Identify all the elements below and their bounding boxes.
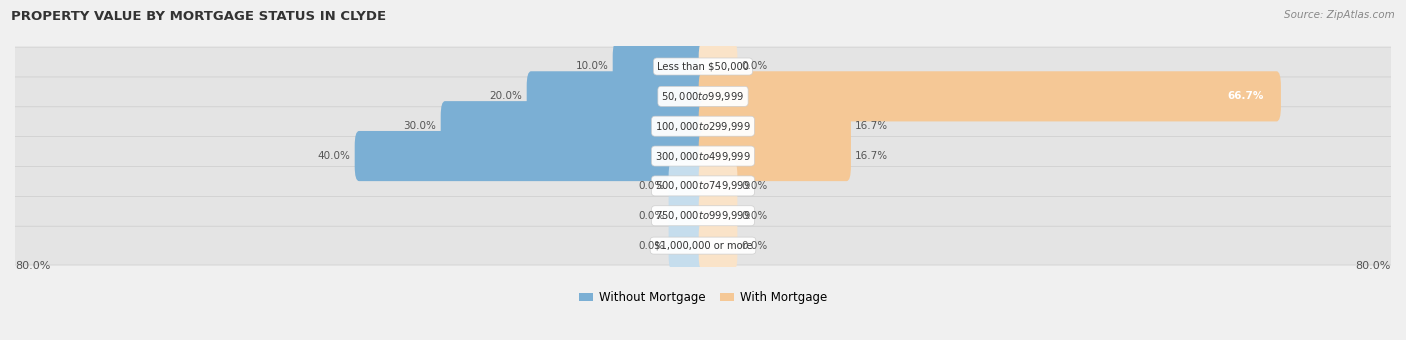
Legend: Without Mortgage, With Mortgage: Without Mortgage, With Mortgage bbox=[574, 287, 832, 309]
Text: 40.0%: 40.0% bbox=[318, 151, 350, 161]
Text: $500,000 to $749,999: $500,000 to $749,999 bbox=[655, 180, 751, 192]
Text: Less than $50,000: Less than $50,000 bbox=[657, 62, 749, 71]
FancyBboxPatch shape bbox=[669, 221, 707, 271]
Text: 0.0%: 0.0% bbox=[638, 211, 664, 221]
FancyBboxPatch shape bbox=[10, 197, 1396, 235]
FancyBboxPatch shape bbox=[699, 131, 851, 181]
Text: 66.7%: 66.7% bbox=[1227, 91, 1264, 101]
Text: $1,000,000 or more: $1,000,000 or more bbox=[654, 241, 752, 251]
Text: 0.0%: 0.0% bbox=[638, 181, 664, 191]
FancyBboxPatch shape bbox=[10, 137, 1396, 175]
FancyBboxPatch shape bbox=[699, 41, 737, 91]
Text: $100,000 to $299,999: $100,000 to $299,999 bbox=[655, 120, 751, 133]
Text: $750,000 to $999,999: $750,000 to $999,999 bbox=[655, 209, 751, 222]
FancyBboxPatch shape bbox=[699, 161, 737, 211]
Text: 10.0%: 10.0% bbox=[575, 62, 609, 71]
FancyBboxPatch shape bbox=[10, 107, 1396, 146]
FancyBboxPatch shape bbox=[613, 41, 707, 91]
FancyBboxPatch shape bbox=[699, 101, 851, 151]
Text: 0.0%: 0.0% bbox=[638, 241, 664, 251]
Text: Source: ZipAtlas.com: Source: ZipAtlas.com bbox=[1284, 10, 1395, 20]
Text: $300,000 to $499,999: $300,000 to $499,999 bbox=[655, 150, 751, 163]
Text: 0.0%: 0.0% bbox=[742, 181, 768, 191]
FancyBboxPatch shape bbox=[10, 167, 1396, 205]
Text: 20.0%: 20.0% bbox=[489, 91, 523, 101]
FancyBboxPatch shape bbox=[699, 191, 737, 241]
Text: 0.0%: 0.0% bbox=[742, 62, 768, 71]
FancyBboxPatch shape bbox=[669, 191, 707, 241]
Text: 16.7%: 16.7% bbox=[855, 151, 889, 161]
Text: 30.0%: 30.0% bbox=[404, 121, 436, 131]
Text: PROPERTY VALUE BY MORTGAGE STATUS IN CLYDE: PROPERTY VALUE BY MORTGAGE STATUS IN CLY… bbox=[11, 10, 387, 23]
FancyBboxPatch shape bbox=[440, 101, 707, 151]
FancyBboxPatch shape bbox=[10, 226, 1396, 265]
Text: $50,000 to $99,999: $50,000 to $99,999 bbox=[661, 90, 745, 103]
FancyBboxPatch shape bbox=[527, 71, 707, 121]
Text: 80.0%: 80.0% bbox=[15, 261, 51, 271]
Text: 16.7%: 16.7% bbox=[855, 121, 889, 131]
FancyBboxPatch shape bbox=[354, 131, 707, 181]
Text: 0.0%: 0.0% bbox=[742, 211, 768, 221]
Text: 80.0%: 80.0% bbox=[1355, 261, 1391, 271]
FancyBboxPatch shape bbox=[699, 221, 737, 271]
FancyBboxPatch shape bbox=[699, 71, 1281, 121]
FancyBboxPatch shape bbox=[10, 77, 1396, 116]
Text: 0.0%: 0.0% bbox=[742, 241, 768, 251]
FancyBboxPatch shape bbox=[10, 47, 1396, 86]
FancyBboxPatch shape bbox=[669, 161, 707, 211]
